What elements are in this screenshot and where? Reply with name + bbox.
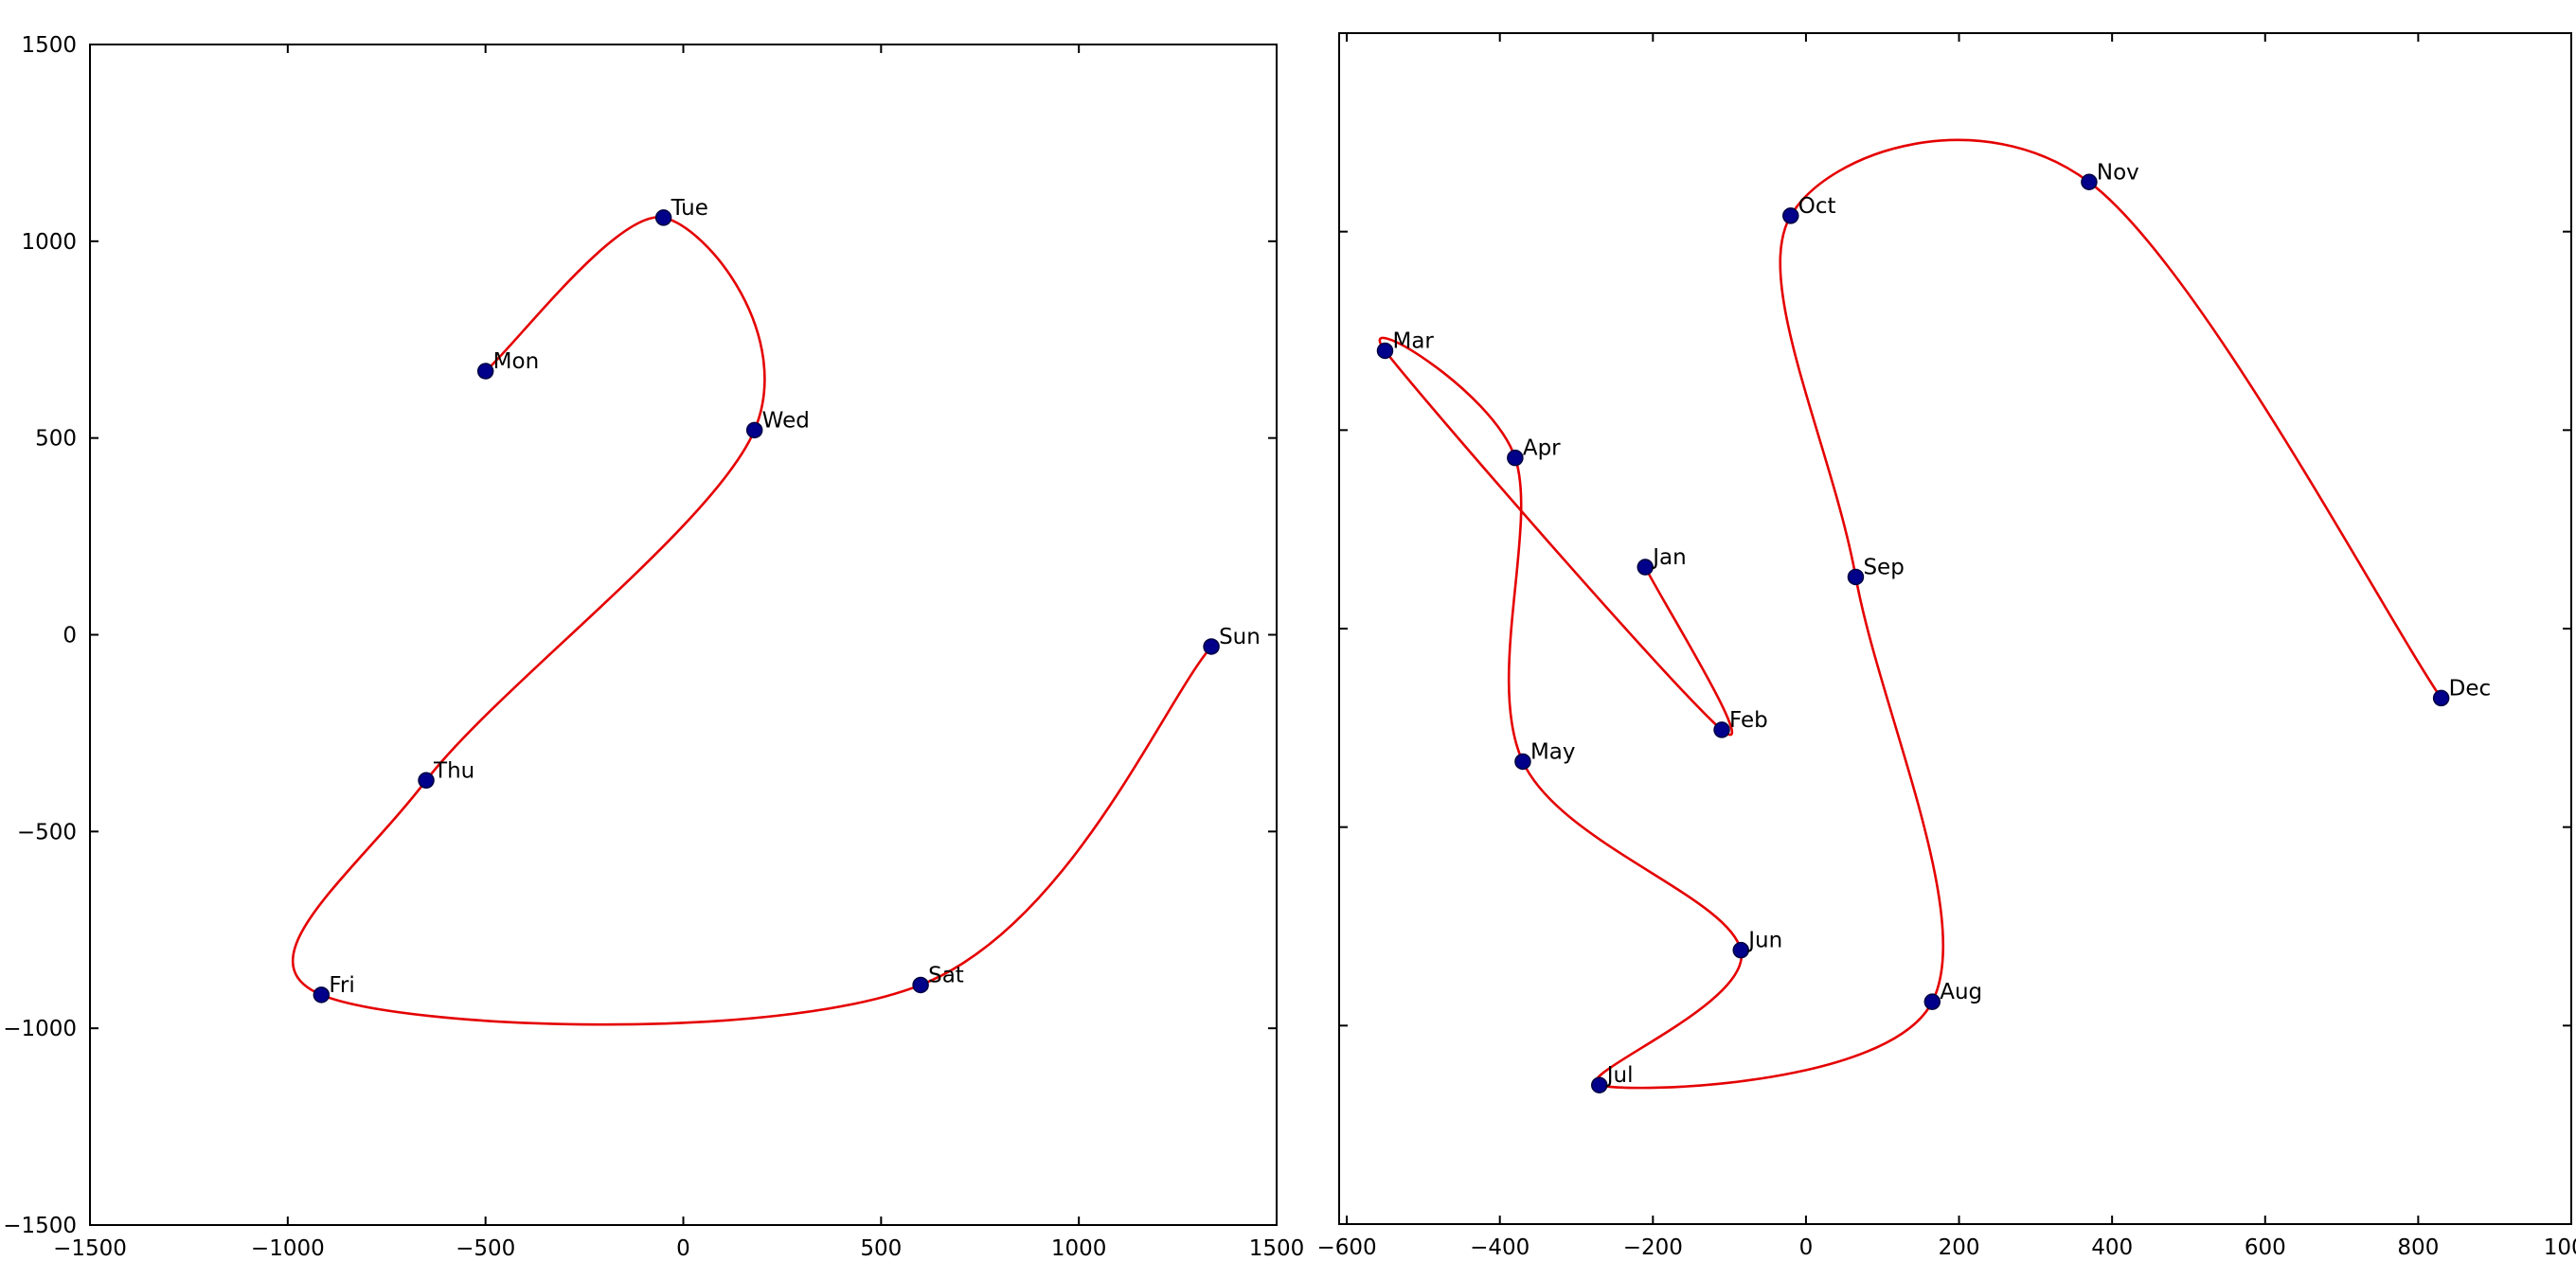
point-label: Nov [2097, 160, 2139, 185]
x-tick-label: −400 [1470, 1235, 1530, 1260]
x-tick-label: −200 [1623, 1235, 1683, 1260]
x-tick-label: −500 [456, 1236, 515, 1261]
x-tick-label: 0 [676, 1236, 690, 1261]
point-label: Apr [1523, 436, 1561, 461]
data-point [745, 421, 763, 439]
data-point [1847, 568, 1865, 586]
point-label: Sun [1219, 625, 1261, 649]
spline-curve [1378, 138, 2442, 1090]
data-point [654, 209, 672, 226]
plot-border [1338, 32, 2572, 1225]
data-point [476, 363, 494, 380]
point-label: Wed [762, 408, 810, 433]
y-tick-label: −500 [17, 820, 77, 844]
point-label: Dec [2449, 676, 2492, 701]
point-label: Mar [1392, 329, 1434, 353]
point-label: Sat [928, 963, 964, 987]
x-tick-label: 800 [2397, 1235, 2439, 1260]
point-label: Jun [1746, 929, 1782, 953]
x-tick-label: −1000 [251, 1236, 325, 1261]
point-label: Thu [433, 758, 474, 783]
x-tick-label: 1000 [1051, 1236, 1107, 1261]
point-label: Tue [671, 196, 708, 221]
point-label: Feb [1729, 708, 1768, 733]
y-tick-label: 1500 [21, 33, 77, 58]
x-tick-label: 1500 [1249, 1236, 1305, 1261]
x-tick-label: 500 [860, 1236, 902, 1261]
data-point [2081, 173, 2098, 190]
x-tick-label: −600 [1316, 1235, 1376, 1260]
x-tick-label: 1000 [2544, 1235, 2576, 1260]
data-point [1782, 207, 1799, 224]
x-tick-label: 0 [1799, 1235, 1814, 1260]
point-label: Jul [1605, 1063, 1634, 1088]
y-tick-label: 1000 [21, 230, 77, 255]
y-tick-label: 500 [35, 427, 77, 452]
data-point [1590, 1076, 1608, 1093]
point-label: Fri [329, 973, 354, 998]
data-point [1376, 342, 1394, 360]
point-label: Aug [1940, 980, 1982, 1004]
y-tick-label: 0 [63, 624, 77, 648]
point-label: Mon [493, 349, 540, 374]
spline-curve [291, 216, 1213, 1026]
x-tick-label: 600 [2245, 1235, 2286, 1260]
x-tick-label: 400 [2091, 1235, 2133, 1260]
data-point [1732, 941, 1749, 959]
data-point [1514, 753, 1531, 771]
y-tick-label: −1000 [3, 1017, 77, 1041]
point-label: Oct [1798, 194, 1836, 219]
point-label: Jan [1651, 545, 1686, 570]
data-point [313, 986, 331, 1004]
x-tick-label: −1500 [53, 1236, 127, 1261]
data-point [1637, 559, 1654, 576]
y-tick-label: −1500 [3, 1214, 77, 1238]
data-point [2432, 689, 2450, 707]
point-label: May [1530, 739, 1576, 764]
data-point [912, 976, 929, 994]
point-label: Sep [1863, 555, 1904, 579]
x-tick-label: 200 [1939, 1235, 1980, 1260]
data-point [418, 772, 435, 790]
data-point [1203, 638, 1220, 655]
data-point [1507, 449, 1524, 467]
data-point [1923, 993, 1941, 1010]
data-point [1713, 721, 1730, 738]
